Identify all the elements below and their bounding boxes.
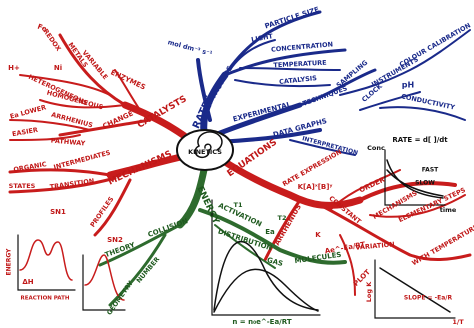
item-label: n = n₀e^-Ea/RT	[232, 318, 291, 326]
item-label: PATHWAY	[50, 137, 85, 148]
item-label: STATES	[9, 182, 36, 190]
item-label: K	[315, 231, 321, 239]
item-label: 1/T	[452, 318, 464, 326]
item-label: SLOW	[415, 180, 435, 187]
item-label: K[A]ˣ[B]ʸ	[298, 183, 333, 191]
item-label: REACTION PATH	[21, 296, 70, 302]
item-label: H+	[8, 64, 20, 72]
item-label: SN2	[107, 236, 123, 244]
item-label: pH	[402, 81, 414, 90]
item-label: ΔH	[22, 278, 33, 286]
item-label: FAST	[422, 167, 439, 174]
item-label: TEMPERATURE	[273, 59, 327, 70]
item-label: Conc	[367, 144, 385, 152]
item-label: ENERGY	[6, 248, 13, 276]
item-label: SN1	[50, 208, 66, 216]
rates-branches	[196, 10, 471, 156]
centre-node	[176, 129, 234, 171]
item-label: GAS	[266, 256, 284, 268]
item-label: LIGHT	[251, 32, 274, 44]
item-label: Fe	[36, 23, 48, 34]
item-label: Log K	[365, 281, 373, 303]
item-label: Ni	[54, 64, 62, 72]
item-label: time	[440, 206, 457, 214]
energy-branches	[98, 161, 347, 307]
sketches	[17, 149, 456, 319]
centre-label: KINETICS	[188, 148, 222, 156]
item-label: T1	[234, 201, 243, 209]
item-label: VARIATION	[355, 240, 395, 251]
item-label: CATALYSIS	[279, 74, 318, 86]
item-label: SLOPE = -Ea/R	[404, 295, 453, 302]
item-label: Ea	[265, 228, 275, 236]
item-label: T2	[278, 214, 287, 222]
branch-label: RATE = d[ ]/dt	[392, 136, 448, 144]
